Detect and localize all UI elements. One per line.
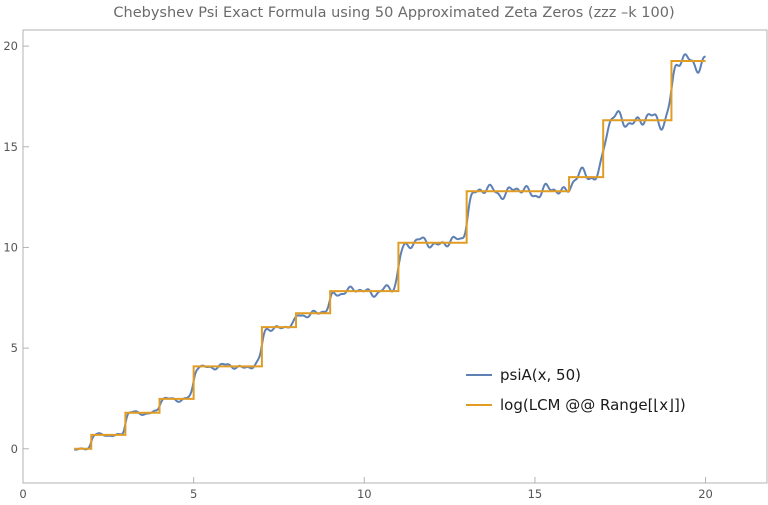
y-tick-label: 0 — [11, 442, 18, 456]
plot-frame — [22, 29, 768, 484]
y-tick-label: 10 — [3, 240, 18, 254]
y-tick-label: 15 — [3, 140, 18, 154]
legend-label-log-lcm: log(LCM @@ Range[⌊x⌋]) — [500, 396, 686, 414]
legend-label-psiA: psiA(x, 50) — [500, 366, 581, 384]
y-tick-label: 5 — [11, 341, 18, 355]
x-tick-label: 20 — [698, 487, 713, 501]
series-psiA-line — [73, 53, 707, 451]
y-axis-ticks: 0 5 10 15 20 — [3, 39, 29, 456]
x-axis-ticks: 0 5 10 15 20 — [19, 477, 713, 501]
series-log-lcm-step-line — [74, 60, 706, 450]
x-tick-label: 15 — [528, 487, 543, 501]
x-tick-label: 5 — [190, 487, 197, 501]
x-tick-label: 0 — [19, 487, 26, 501]
chart-title: Chebyshev Psi Exact Formula using 50 App… — [113, 5, 674, 21]
y-tick-label: 20 — [3, 39, 18, 53]
x-tick-label: 10 — [357, 487, 372, 501]
legend: psiA(x, 50) log(LCM @@ Range[⌊x⌋]) — [466, 366, 686, 414]
